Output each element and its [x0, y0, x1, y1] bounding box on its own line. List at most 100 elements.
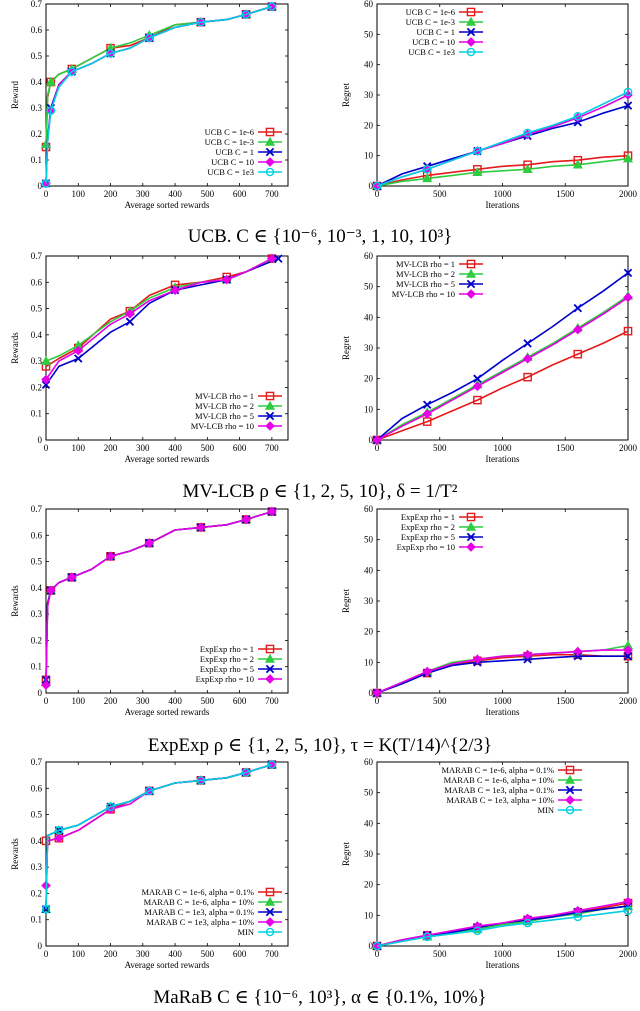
x-tick-label: 500 [201, 696, 215, 706]
x-tick-label: 0 [44, 443, 49, 453]
y-tick-label: 40 [364, 565, 374, 575]
x-tick-label: 1000 [494, 696, 513, 706]
data-point [105, 551, 116, 562]
series-line [376, 644, 629, 694]
y-tick-label: 0 [38, 435, 43, 445]
y-tick-label: 0.4 [31, 330, 43, 340]
legend-label: ExpExp rho = 1 [200, 644, 254, 654]
legend-label: MV-LCB rho = 1 [195, 391, 254, 401]
legend-marker [265, 127, 275, 137]
legend-marker [466, 279, 476, 289]
legend-marker [265, 674, 275, 684]
data-point [196, 17, 206, 27]
y-tick-label: 0.3 [31, 356, 43, 366]
legend-label: MARAB C = 1e3, alpha = 10% [146, 917, 254, 927]
legend-label: MV-LCB rho = 2 [195, 401, 254, 411]
legend-label: MV-LCB rho = 10 [392, 289, 455, 299]
x-tick-label: 1500 [556, 949, 575, 959]
data-point [623, 292, 633, 303]
series-line [376, 909, 629, 947]
data-point [41, 380, 51, 390]
x-tick-label: 500 [201, 949, 215, 959]
data-point [623, 101, 633, 110]
legend-label: MARAB C = 1e3, alpha = 10% [446, 795, 554, 805]
series-line [45, 257, 279, 386]
series-line [376, 295, 629, 441]
x-tick-label: 400 [168, 443, 182, 453]
x-tick-label: 100 [72, 189, 86, 199]
series-line [376, 649, 628, 694]
legend-marker [466, 27, 476, 37]
chart-ExpExp-rewards: 0 100 200 300 400 500 600 700 0 0.1 0.2 0.3 0.4 0.5 0.… [10, 504, 289, 717]
x-axis-label: Average sorted rewards [125, 200, 210, 210]
y-tick-label: 30 [364, 343, 374, 353]
x-tick-label: 400 [168, 949, 182, 959]
series-line [376, 272, 629, 441]
x-tick-label: 1000 [494, 949, 513, 959]
legend-marker [264, 136, 276, 146]
x-tick-label: 200 [104, 189, 118, 199]
x-tick-label: 300 [136, 949, 150, 959]
y-tick-label: 20 [364, 374, 374, 384]
data-point [67, 67, 77, 76]
data-point [372, 941, 382, 951]
x-tick-label: 1000 [494, 443, 513, 453]
legend-marker [465, 16, 477, 26]
y-tick-label: 60 [364, 0, 374, 9]
y-tick-label: 50 [364, 282, 374, 292]
x-axis-label: Average sorted rewards [125, 454, 210, 464]
x-tick-label: 100 [72, 949, 86, 959]
series-line [376, 157, 629, 187]
legend-label: MIN [237, 927, 254, 937]
data-point [573, 349, 583, 359]
data-point [422, 932, 432, 942]
legend-label: ExpExp rho = 1 [401, 512, 455, 522]
x-tick-label: 200 [104, 949, 118, 959]
y-tick-label: 50 [364, 535, 374, 545]
data-point [41, 904, 51, 914]
y-tick-label: 40 [364, 60, 374, 70]
y-tick-label: 40 [364, 312, 374, 322]
data-point [41, 179, 51, 188]
y-tick-label: 0.2 [31, 382, 42, 392]
legend-marker [264, 400, 276, 410]
legend-marker [265, 167, 275, 177]
x-axis-label: Iterations [486, 707, 520, 717]
data-point [522, 164, 533, 174]
x-tick-label: 2000 [619, 443, 638, 453]
x-axis-label: Average sorted rewards [125, 707, 210, 717]
data-point [473, 146, 482, 156]
x-tick-label: 600 [233, 696, 247, 706]
y-tick-label: 40 [364, 818, 374, 828]
x-tick-label: 0 [44, 189, 49, 199]
y-tick-label: 0.6 [31, 783, 43, 793]
y-tick-label: 0.5 [31, 557, 43, 567]
y-tick-label: 10 [364, 910, 374, 920]
data-point [74, 354, 83, 363]
legend-marker [265, 157, 275, 167]
series-line [376, 330, 629, 441]
y-tick-label: 0 [369, 181, 374, 191]
data-point [523, 918, 532, 928]
legend-label: MARAB C = 1e-6, alpha = 0.1% [441, 765, 554, 775]
data-point [623, 268, 633, 278]
legend-label: MV-LCB rho = 1 [396, 259, 455, 269]
y-tick-label: 0 [369, 688, 374, 698]
legend-label: UCB C = 1e3 [408, 47, 455, 57]
x-axis-label: Iterations [486, 454, 520, 464]
data-point [572, 905, 583, 916]
series-0 [372, 650, 633, 698]
y-tick-label: 0.5 [31, 51, 43, 61]
legend-marker [265, 907, 275, 917]
legend-marker [565, 805, 575, 815]
x-tick-label: 600 [233, 189, 247, 199]
data-point [221, 274, 232, 285]
data-point [54, 826, 64, 835]
y-tick-label: 50 [364, 29, 374, 39]
y-tick-label: 60 [364, 251, 374, 261]
x-tick-label: 700 [265, 696, 279, 706]
y-tick-label: 0 [38, 941, 43, 951]
